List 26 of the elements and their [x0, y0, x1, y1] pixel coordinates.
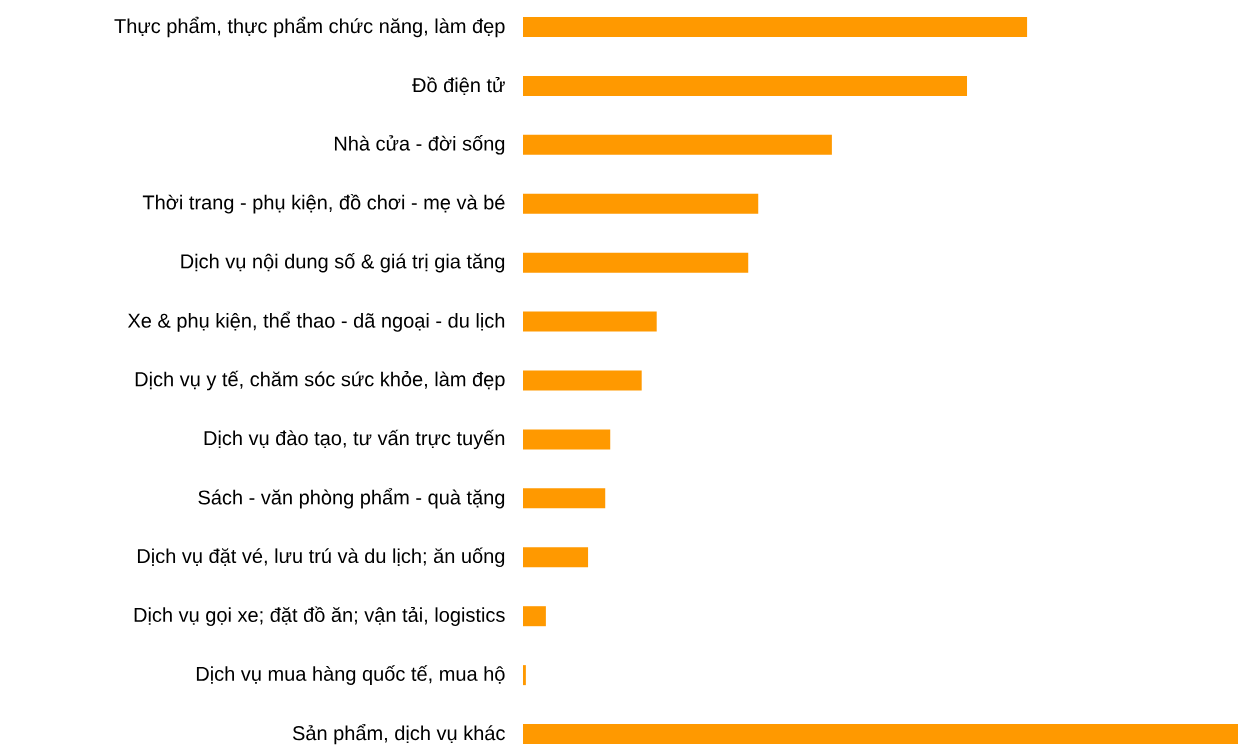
- y-tick-label: Dịch vụ mua hàng quốc tế, mua hộ: [196, 665, 505, 685]
- bar: [523, 311, 657, 332]
- bar: [523, 724, 1238, 745]
- y-tick-label: Dịch vụ nội dung số & giá trị gia tăng: [181, 252, 505, 273]
- bar: [523, 134, 832, 155]
- y-tick-label: Nhà cửa - đời sống: [334, 135, 505, 155]
- y-tick-label: Đồ điện tử: [412, 76, 505, 96]
- y-tick-label: Xe & phụ kiện, thể thao - dã ngoại - du lịch: [127, 311, 505, 332]
- bar: [523, 606, 546, 627]
- y-tick-label: Dịch vụ y tế, chăm sóc sức khỏe, làm đẹp: [135, 370, 505, 391]
- bar: [523, 193, 759, 214]
- bar: [523, 75, 968, 96]
- y-tick-label: Thời trang - phụ kiện, đồ chơi - mẹ và bé: [142, 193, 505, 214]
- bar: [523, 16, 1028, 37]
- bar: [523, 665, 526, 686]
- bar: [523, 370, 642, 391]
- y-tick-label: Dịch vụ đào tạo, tư vấn trực tuyến: [204, 429, 505, 450]
- y-tick-label: Thực phẩm, thực phẩm chức năng, làm đẹp: [114, 16, 505, 38]
- bar: [523, 252, 749, 273]
- bar: [523, 547, 589, 568]
- y-tick-label: Sản phẩm, dịch vụ khác: [292, 723, 505, 745]
- y-tick-label: Dịch vụ gọi xe; đặt đồ ăn; vận tải, logistics: [134, 606, 505, 626]
- bar: [523, 429, 611, 450]
- y-tick-label: Sách - văn phòng phẩm - quà tặng: [198, 488, 505, 509]
- bar: [523, 488, 606, 509]
- y-tick-label: Dịch vụ đặt vé, lưu trú và du lịch; ăn uống: [137, 547, 505, 568]
